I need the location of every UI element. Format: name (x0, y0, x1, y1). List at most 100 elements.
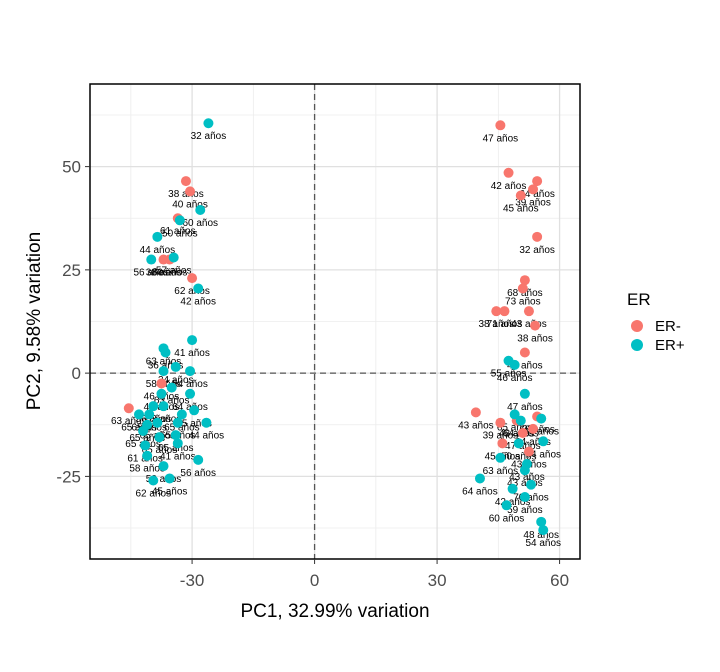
point-erpos (134, 409, 144, 420)
point-erpos (158, 366, 169, 377)
point-erpos (185, 388, 196, 399)
point-label: 47 años (507, 402, 543, 413)
point-label: 42 años (180, 296, 216, 307)
x-axis-title: PC1, 32.99% variation (240, 601, 429, 622)
point-label: 57 años (156, 265, 192, 276)
legend-label-er-pos: ER+ (655, 337, 685, 354)
axis-ticks: -30 0 30 60 -25 0 25 50 (56, 158, 569, 590)
point-label: 63 años (154, 396, 190, 407)
legend: ER ER- ER+ (627, 290, 685, 354)
legend-label-er-neg: ER- (655, 318, 681, 335)
point-erpos (538, 436, 549, 447)
point-erpos (154, 432, 165, 443)
point-erpos (158, 401, 169, 412)
point-erneg (503, 167, 514, 178)
point-label: 40 años (172, 199, 208, 210)
x-tick-label: 30 (428, 571, 447, 590)
point-label: 39 años (515, 197, 551, 208)
point-erpos (193, 454, 204, 465)
point-label: 68 años (507, 288, 543, 299)
y-tick-label: 25 (62, 261, 81, 280)
point-erpos (513, 438, 524, 449)
point-label: 71 años (487, 319, 523, 330)
point-label: 47 años (483, 133, 519, 144)
point-erneg (497, 438, 508, 449)
point-erneg (491, 306, 502, 317)
point-label: 64 años (515, 437, 551, 448)
point-label: 63 años (146, 356, 182, 367)
point-label: 60 años (182, 218, 218, 229)
point-erneg (532, 231, 543, 242)
point-erpos (185, 366, 196, 377)
point-label: 54 años (525, 538, 561, 549)
gridlines (90, 84, 580, 559)
point-erpos (176, 409, 187, 420)
point-label: 59 años (507, 505, 543, 516)
point-label: 43 años (458, 420, 494, 431)
point-erneg (495, 120, 506, 131)
legend-title: ER (627, 290, 651, 309)
point-erneg (156, 378, 167, 389)
y-axis-title: PC2, 9.58% variation (24, 232, 45, 411)
point-erpos (144, 409, 155, 420)
point-erpos (519, 465, 530, 476)
legend-key-er-neg (631, 320, 643, 332)
point-label: 64 años (525, 449, 561, 460)
point-label: 44 años (189, 431, 225, 442)
point-label: 63 años (483, 466, 519, 477)
point-erpos (536, 413, 547, 424)
x-tick-label: 60 (550, 571, 569, 590)
point-erpos (160, 347, 171, 358)
point-label: 69 años (523, 427, 559, 438)
point-label: 47 años (505, 441, 541, 452)
point-label: 39 años (483, 431, 519, 442)
point-label: 44 años (140, 245, 176, 256)
point-erpos (170, 361, 181, 372)
point-label: 73 años (505, 296, 541, 307)
point-erpos (536, 516, 547, 527)
point-label: 63 años (111, 416, 147, 427)
point-erneg (495, 417, 506, 428)
point-erneg (523, 306, 534, 317)
point-label: 64 años (519, 189, 555, 200)
point-label: 45 años (503, 204, 539, 215)
point-label: 46 años (497, 373, 533, 384)
point-label: 55 años (491, 369, 527, 380)
point-erpos (158, 461, 169, 472)
point-erpos (515, 415, 526, 426)
point-erneg (185, 186, 196, 197)
point-erneg (532, 176, 543, 187)
point-erneg (517, 283, 528, 294)
point-erpos (140, 440, 151, 451)
point-label: 61 años (160, 226, 196, 237)
point-erpos (156, 388, 167, 399)
point-erpos (193, 283, 204, 294)
point-erneg (519, 347, 530, 358)
point-label: 41 años (174, 348, 210, 359)
point-erpos (152, 231, 163, 242)
point-erpos (526, 479, 536, 490)
point-erpos (168, 252, 179, 263)
legend-key-er-pos (631, 339, 643, 351)
point-erneg (523, 446, 534, 457)
point-erneg (187, 273, 198, 284)
point-erpos (519, 388, 530, 399)
point-erneg (530, 320, 541, 331)
point-erpos (138, 425, 149, 436)
point-label: 65 años (129, 433, 165, 444)
point-label: 50 años (162, 228, 198, 239)
point-erneg (519, 275, 530, 286)
point-erpos (495, 452, 506, 463)
point-label: 38 años (478, 319, 514, 330)
point-label: 65 años (158, 443, 194, 454)
point-label: 65 años (142, 445, 178, 456)
data-points (123, 118, 549, 536)
point-label: 43 años (509, 472, 545, 483)
point-label: 42 años (495, 497, 531, 508)
point-label: 60 años (152, 268, 188, 279)
point-label: 43 años (499, 429, 535, 440)
point-erpos (509, 409, 520, 420)
point-label: 64 años (172, 402, 208, 413)
point-erpos (152, 417, 163, 428)
y-tick-label: 0 (72, 364, 81, 383)
